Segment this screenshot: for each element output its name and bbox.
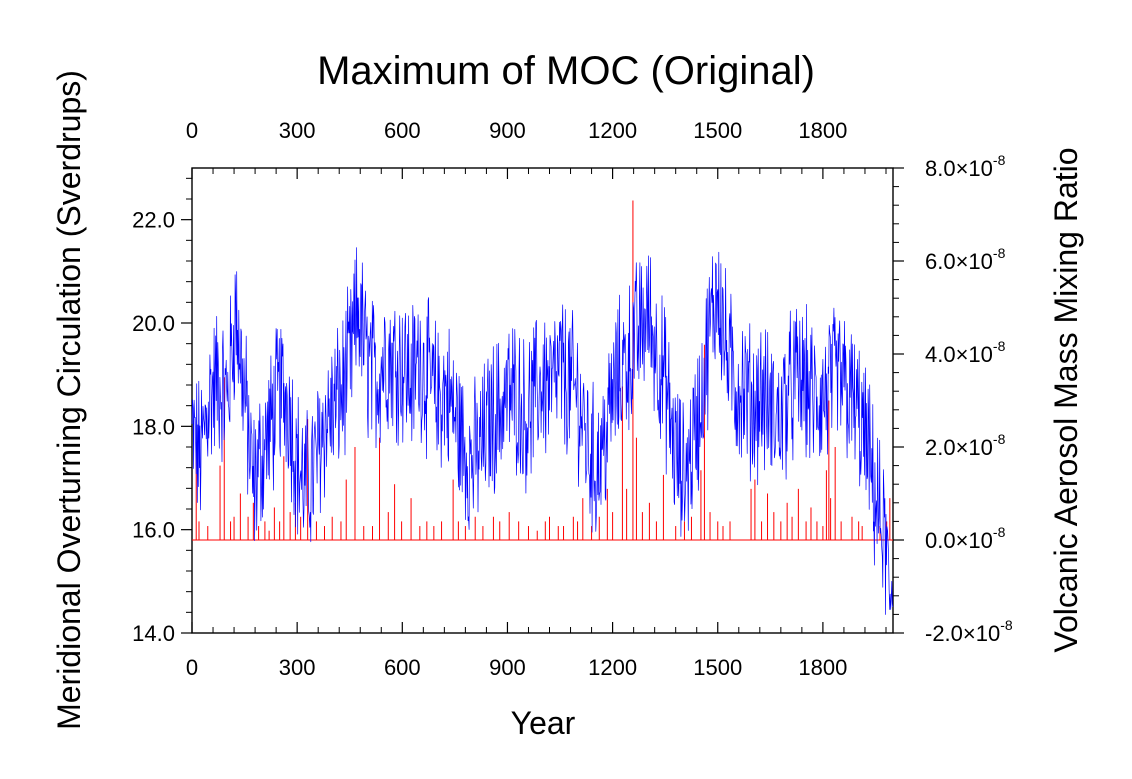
y-left-tick-label: 20.0 (132, 311, 175, 336)
plot-border (191, 167, 894, 634)
y-left-tick-label: 16.0 (132, 518, 175, 543)
y-left-tick-label: 18.0 (132, 414, 175, 439)
x-tick-label-top: 1500 (693, 118, 742, 143)
x-tick-label-top: 600 (384, 118, 421, 143)
y-right-tick-label: 2.0×10-8 (925, 431, 1006, 460)
y-right-tick-label: 6.0×10-8 (925, 245, 1006, 274)
plot-frame (191, 167, 894, 634)
y-right-tick-label: -2.0×10-8 (925, 617, 1013, 646)
y-axis-left-label: Meridional Overturning Circulation (Sver… (51, 70, 87, 730)
x-tick-label-top: 900 (489, 118, 526, 143)
x-axis-label: Year (511, 705, 576, 741)
x-tick-label-bottom: 600 (384, 655, 421, 680)
y-right-tick-label: 0.0×10-8 (925, 524, 1006, 553)
x-tick-label-top: 1200 (588, 118, 637, 143)
x-tick-label-bottom: 900 (489, 655, 526, 680)
y-right-tick-label: 8.0×10-8 (925, 152, 1006, 181)
x-tick-label-top: 300 (279, 118, 316, 143)
moc-series-line (191, 247, 894, 615)
x-tick-label-bottom: 0 (186, 655, 198, 680)
ticks-layer: 0 0 300 300 600 600 900 900 1200 1200 1500 1500 1800… (132, 118, 1013, 680)
chart-title: Maximum of MOC (Original) (317, 49, 815, 93)
x-tick-label-top: 1800 (798, 118, 847, 143)
y-right-tick-label: 4.0×10-8 (925, 338, 1006, 367)
x-tick-label-bottom: 1200 (588, 655, 637, 680)
x-tick-label-bottom: 1500 (693, 655, 742, 680)
y-left-tick-label: 14.0 (132, 621, 175, 646)
y-left-tick-label: 22.0 (132, 208, 175, 233)
x-tick-label-top: 0 (186, 118, 198, 143)
x-tick-label-bottom: 1800 (798, 655, 847, 680)
x-tick-label-bottom: 300 (279, 655, 316, 680)
y-axis-right-label: Volcanic Aerosol Mass Mixing Ratio (1048, 147, 1084, 652)
series-layer (191, 200, 894, 615)
